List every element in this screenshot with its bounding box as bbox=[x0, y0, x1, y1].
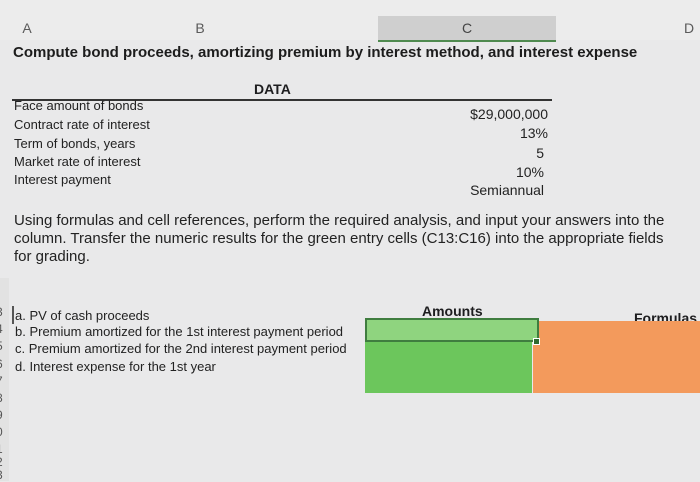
question-d[interactable]: d. Interest expense for the 1st year bbox=[15, 359, 216, 374]
instructions-line-1: Using formulas and cell references, perf… bbox=[14, 212, 665, 229]
sheet-title: Compute bond proceeds, amortizing premiu… bbox=[13, 44, 638, 61]
row-number[interactable]: 6 bbox=[0, 358, 8, 370]
column-header-bar: A B C D bbox=[0, 0, 700, 42]
row-number[interactable]: 7 bbox=[0, 375, 8, 387]
column-header-b[interactable]: B bbox=[195, 20, 205, 36]
row-number[interactable]: 5 bbox=[0, 340, 8, 352]
row-number-strip: 3 4 5 6 7 8 9 0 1 2 3 bbox=[0, 278, 9, 481]
data-value-contract-rate[interactable]: 13% bbox=[519, 125, 548, 141]
fill-handle[interactable] bbox=[533, 338, 540, 345]
formulas-cells[interactable] bbox=[533, 321, 700, 393]
amounts-header: Amounts bbox=[422, 303, 483, 319]
instructions-line-2: column. Transfer the numeric results for… bbox=[14, 230, 664, 247]
instructions-line-3: for grading. bbox=[14, 248, 90, 265]
amount-entry-cells[interactable] bbox=[365, 340, 532, 393]
column-header-d[interactable]: D bbox=[683, 20, 695, 36]
question-b[interactable]: b. Premium amortized for the 1st interes… bbox=[15, 324, 344, 339]
question-bracket bbox=[12, 306, 14, 324]
data-label-term[interactable]: Term of bonds, years bbox=[14, 136, 136, 151]
data-label-market-rate[interactable]: Market rate of interest bbox=[14, 154, 141, 169]
data-label-contract-rate[interactable]: Contract rate of interest bbox=[14, 117, 150, 132]
row-number[interactable]: 9 bbox=[0, 409, 8, 421]
amount-cell-c13-selected[interactable] bbox=[365, 318, 539, 342]
row-number[interactable]: 0 bbox=[0, 426, 8, 438]
row-number[interactable]: 1 bbox=[0, 443, 8, 455]
data-label-interest-payment[interactable]: Interest payment bbox=[14, 172, 111, 187]
data-header: DATA bbox=[254, 81, 291, 97]
data-value-market-rate[interactable]: 10% bbox=[515, 164, 544, 180]
data-value-interest-payment[interactable]: Semiannual bbox=[470, 182, 544, 198]
question-a[interactable]: a. PV of cash proceeds bbox=[15, 308, 150, 323]
column-header-a[interactable]: A bbox=[22, 20, 32, 36]
data-header-rule bbox=[12, 99, 552, 101]
data-value-term[interactable]: 5 bbox=[536, 145, 544, 161]
row-number[interactable]: 3 bbox=[0, 469, 8, 481]
column-header-c[interactable]: C bbox=[378, 16, 556, 42]
row-number[interactable]: 8 bbox=[0, 392, 8, 404]
instructions-text: Using formulas and cell references, perf… bbox=[14, 212, 700, 266]
row-number[interactable]: 4 bbox=[0, 323, 8, 335]
data-label-face-amount[interactable]: Face amount of bonds bbox=[14, 98, 144, 113]
row-number[interactable]: 2 bbox=[0, 456, 8, 468]
data-value-face-amount[interactable]: $29,000,000 bbox=[470, 106, 548, 122]
question-c[interactable]: c. Premium amortized for the 2nd interes… bbox=[15, 341, 347, 356]
row-number[interactable]: 3 bbox=[0, 306, 8, 318]
